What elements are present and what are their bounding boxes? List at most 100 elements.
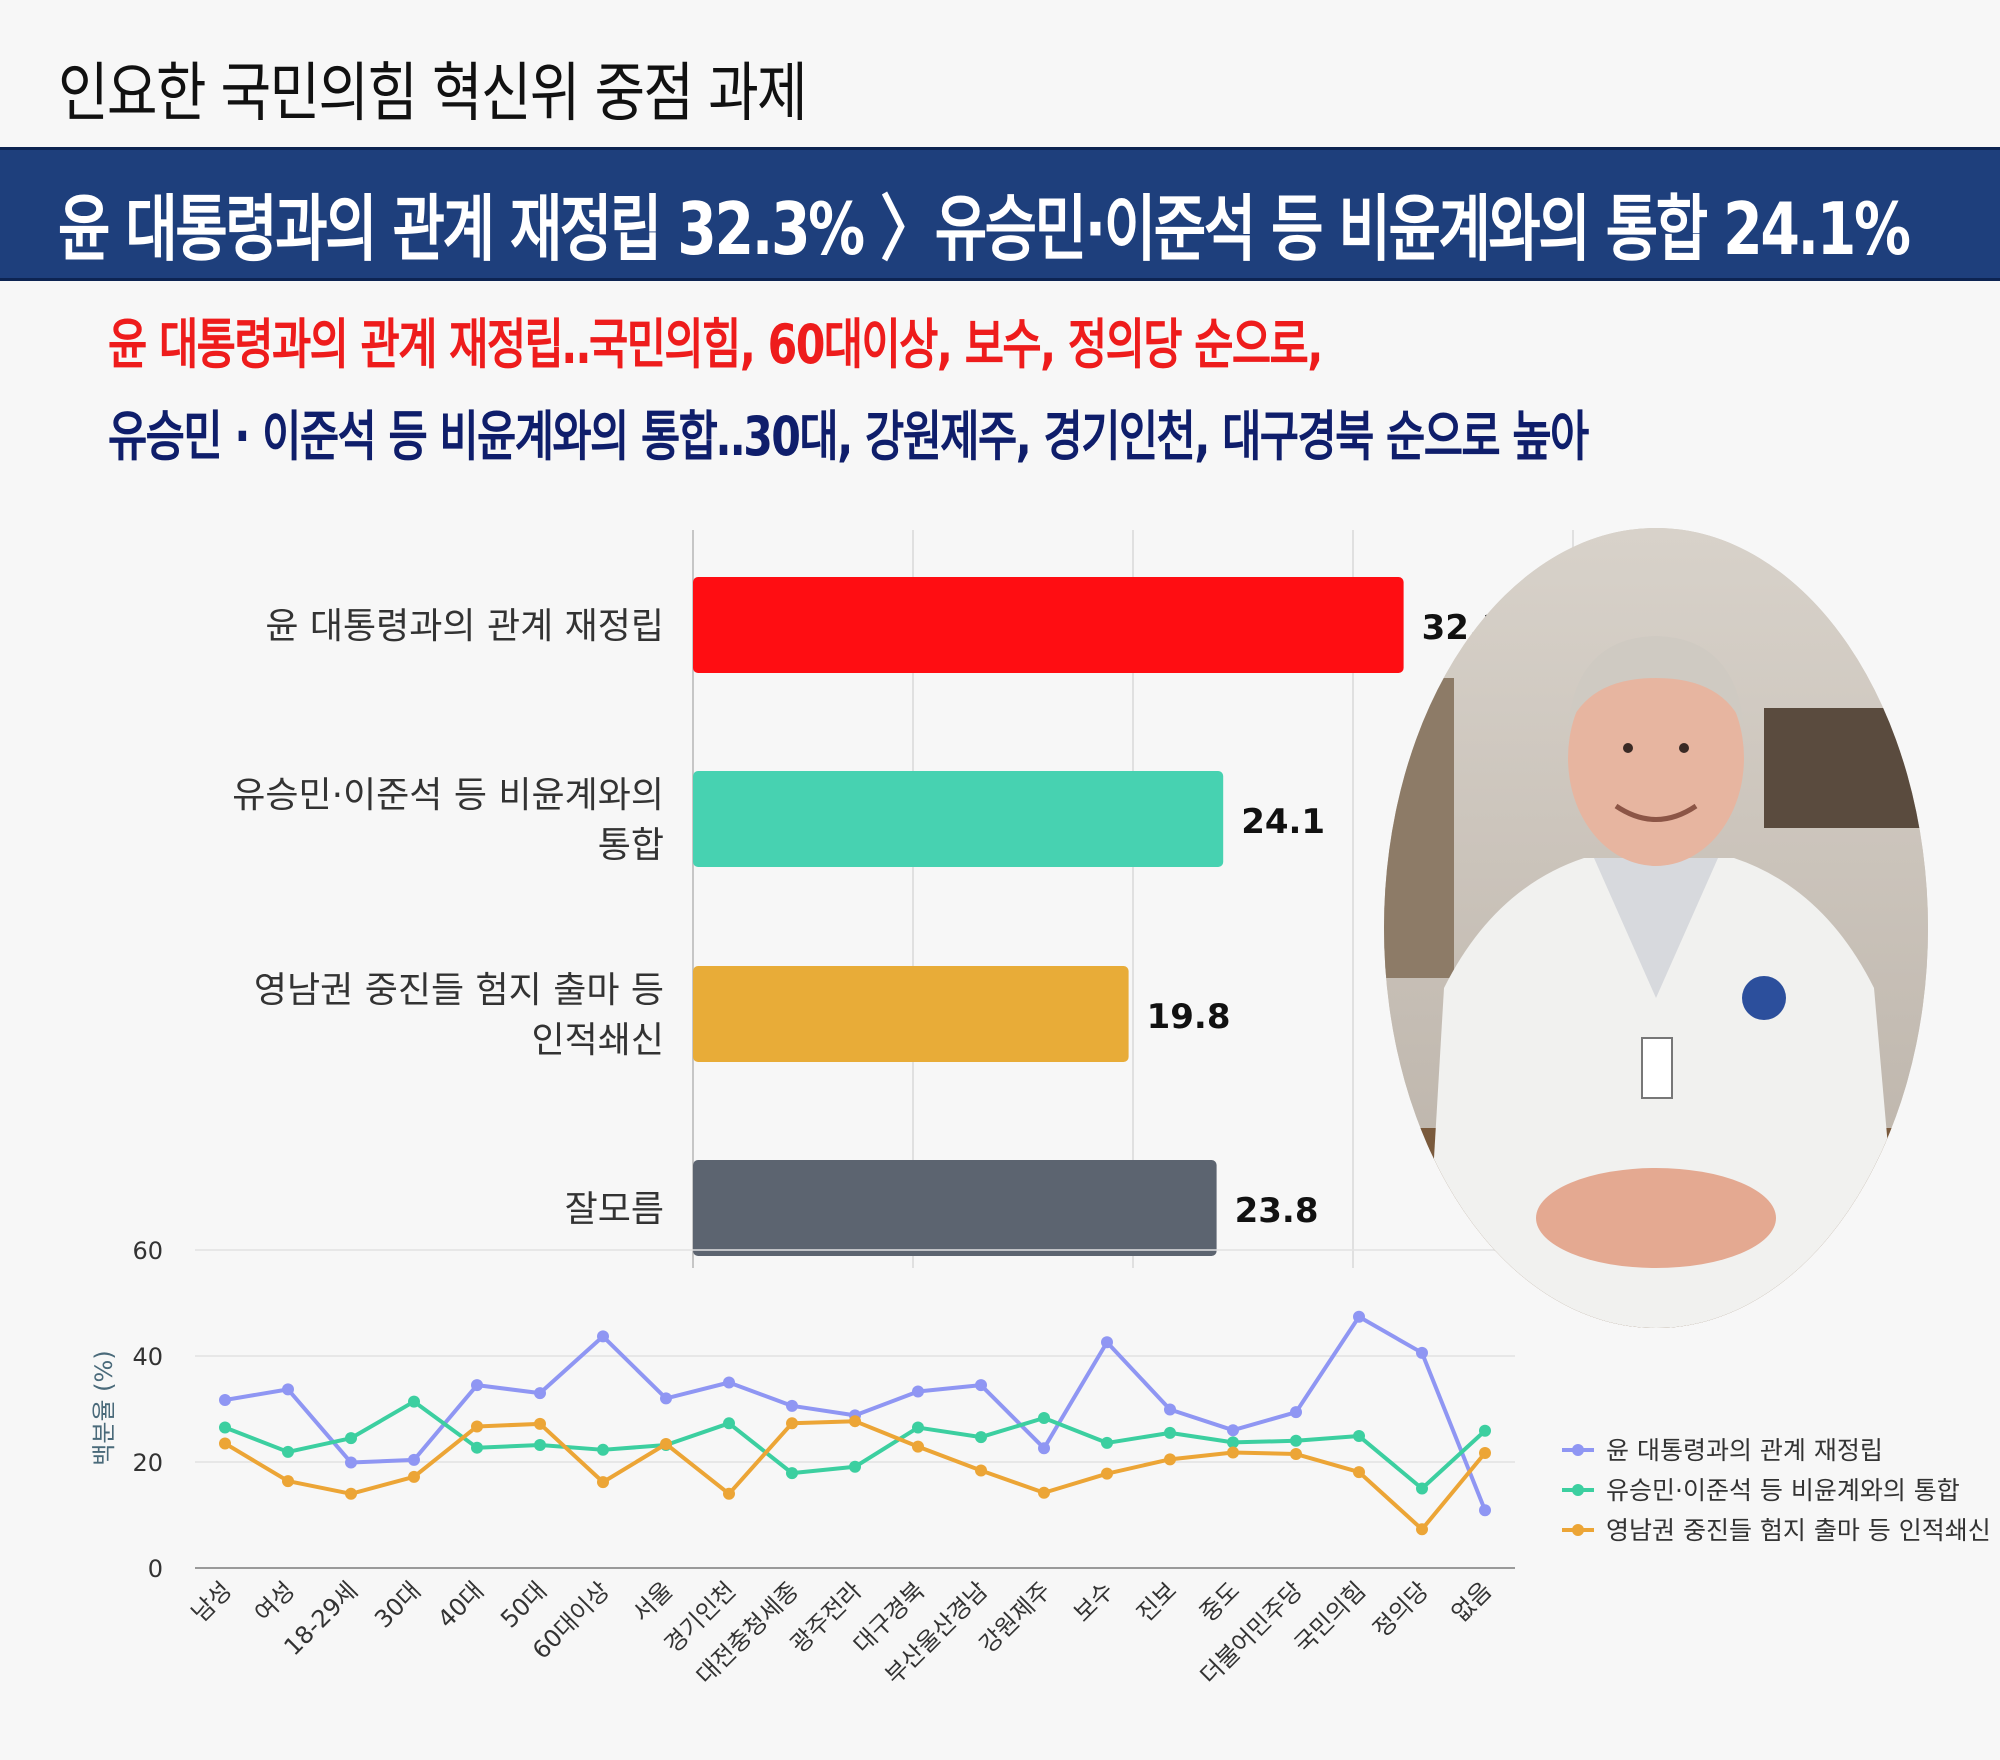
y-tick-label: 40 [132, 1343, 163, 1371]
series-point [219, 1437, 231, 1450]
series-point [1038, 1486, 1050, 1499]
y-tick-label: 0 [148, 1555, 163, 1583]
series-point [912, 1385, 924, 1398]
series-point [1353, 1466, 1365, 1479]
series-point [408, 1395, 420, 1408]
bar-category-label: 윤 대통령과의 관계 재정립 [265, 606, 664, 647]
series-point [660, 1392, 672, 1405]
portrait-photo [1384, 528, 1928, 1328]
subheadline-red: 윤 대통령과의 관계 재정립‥국민의힘, 60대이상, 보수, 정의당 순으로, [108, 313, 1323, 376]
bar-value-label: 24.1 [1241, 802, 1325, 842]
series-point [723, 1487, 735, 1500]
series-point [534, 1387, 546, 1400]
series-point [723, 1417, 735, 1430]
series-point [912, 1421, 924, 1434]
series-point [1164, 1453, 1176, 1466]
bar [693, 966, 1129, 1062]
series-point [786, 1467, 798, 1480]
series-point [660, 1437, 672, 1450]
series-point [975, 1464, 987, 1477]
series-point [597, 1476, 609, 1489]
x-tick-label: 강원제주 [974, 1576, 1056, 1658]
bar-value-label: 23.8 [1235, 1191, 1319, 1231]
headline-banner: 윤 대통령과의 관계 재정립 32.3% 〉유승민·이준석 등 비윤계와의 통합… [0, 147, 2000, 281]
series-point [1479, 1446, 1491, 1459]
series-point [597, 1443, 609, 1456]
portrait-illustration [1384, 528, 1928, 1328]
series-point [786, 1399, 798, 1412]
legend-swatch-dot [1572, 1524, 1584, 1536]
bar [693, 1160, 1217, 1256]
series-point [1101, 1436, 1113, 1449]
legend-swatch-dot [1572, 1444, 1584, 1456]
series-point [408, 1453, 420, 1466]
series-point [345, 1487, 357, 1500]
series-point [282, 1445, 294, 1458]
series-point [912, 1440, 924, 1453]
series-point [786, 1417, 798, 1430]
y-tick-label: 60 [132, 1237, 163, 1265]
x-tick-label: 정의당 [1368, 1576, 1435, 1643]
legend-label: 유승민·이준석 등 비윤계와의 통합 [1606, 1476, 1960, 1505]
series-point [1164, 1403, 1176, 1416]
x-tick-label: 30대 [369, 1576, 426, 1633]
series-point [1290, 1434, 1302, 1447]
series-point [1164, 1426, 1176, 1439]
x-tick-label: 남성 [186, 1576, 237, 1627]
series-point [282, 1383, 294, 1396]
series-point [219, 1421, 231, 1434]
series-point [723, 1376, 735, 1389]
series-point [1227, 1424, 1239, 1437]
x-tick-label: 진보 [1131, 1576, 1182, 1627]
bar-category-label: 잘모름 [565, 1189, 664, 1230]
series-point [849, 1415, 861, 1428]
series-point [975, 1379, 987, 1392]
bar [693, 577, 1404, 673]
series-point [1479, 1504, 1491, 1517]
x-tick-label: 없음 [1446, 1576, 1497, 1627]
series-point [1479, 1424, 1491, 1437]
series-point [1227, 1436, 1239, 1449]
series-point [471, 1441, 483, 1454]
bar [693, 771, 1224, 867]
series-point [534, 1417, 546, 1430]
series-point [1416, 1523, 1428, 1536]
bar-category-label: 영남권 중진들 험지 출마 등 [254, 970, 664, 1011]
bar-value-label: 19.8 [1147, 997, 1231, 1037]
series-point [849, 1460, 861, 1473]
series-point [534, 1439, 546, 1452]
bar-category-label: 유승민·이준석 등 비윤계와의 [232, 775, 664, 816]
subheadline-navy: 유승민 · 이준석 등 비윤계와의 통합‥30대, 강원제주, 경기인천, 대구… [108, 405, 1589, 468]
series-point [471, 1379, 483, 1392]
series-point [471, 1420, 483, 1433]
x-tick-label: 중도 [1194, 1576, 1245, 1627]
page-title: 인요한 국민의힘 혁신위 중점 과제 [58, 57, 808, 131]
legend-swatch-dot [1572, 1484, 1584, 1496]
series-point [1353, 1310, 1365, 1323]
y-tick-label: 20 [132, 1449, 163, 1477]
series-point [345, 1432, 357, 1445]
series-point [597, 1330, 609, 1343]
series-point [282, 1475, 294, 1488]
series-point [1290, 1448, 1302, 1461]
series-point [975, 1431, 987, 1444]
series-point [1290, 1406, 1302, 1419]
legend-label: 영남권 중진들 험지 출마 등 인적쇄신 [1606, 1516, 1991, 1545]
series-point [1101, 1336, 1113, 1349]
series-point [1101, 1467, 1113, 1480]
x-tick-label: 서울 [627, 1576, 678, 1627]
series-point [1227, 1446, 1239, 1459]
series-point [219, 1393, 231, 1406]
series-point [345, 1456, 357, 1469]
series-point [1038, 1442, 1050, 1455]
series-point [1038, 1412, 1050, 1425]
headline-text: 윤 대통령과의 관계 재정립 32.3% 〉유승민·이준석 등 비윤계와의 통합… [58, 187, 1911, 271]
x-tick-label: 보수 [1068, 1576, 1119, 1627]
bar-category-label: 인적쇄신 [532, 1020, 664, 1061]
x-tick-label: 국민의힘 [1289, 1576, 1371, 1658]
series-point [1353, 1430, 1365, 1443]
x-tick-label: 여성 [249, 1576, 300, 1627]
x-tick-label: 40대 [432, 1576, 489, 1633]
